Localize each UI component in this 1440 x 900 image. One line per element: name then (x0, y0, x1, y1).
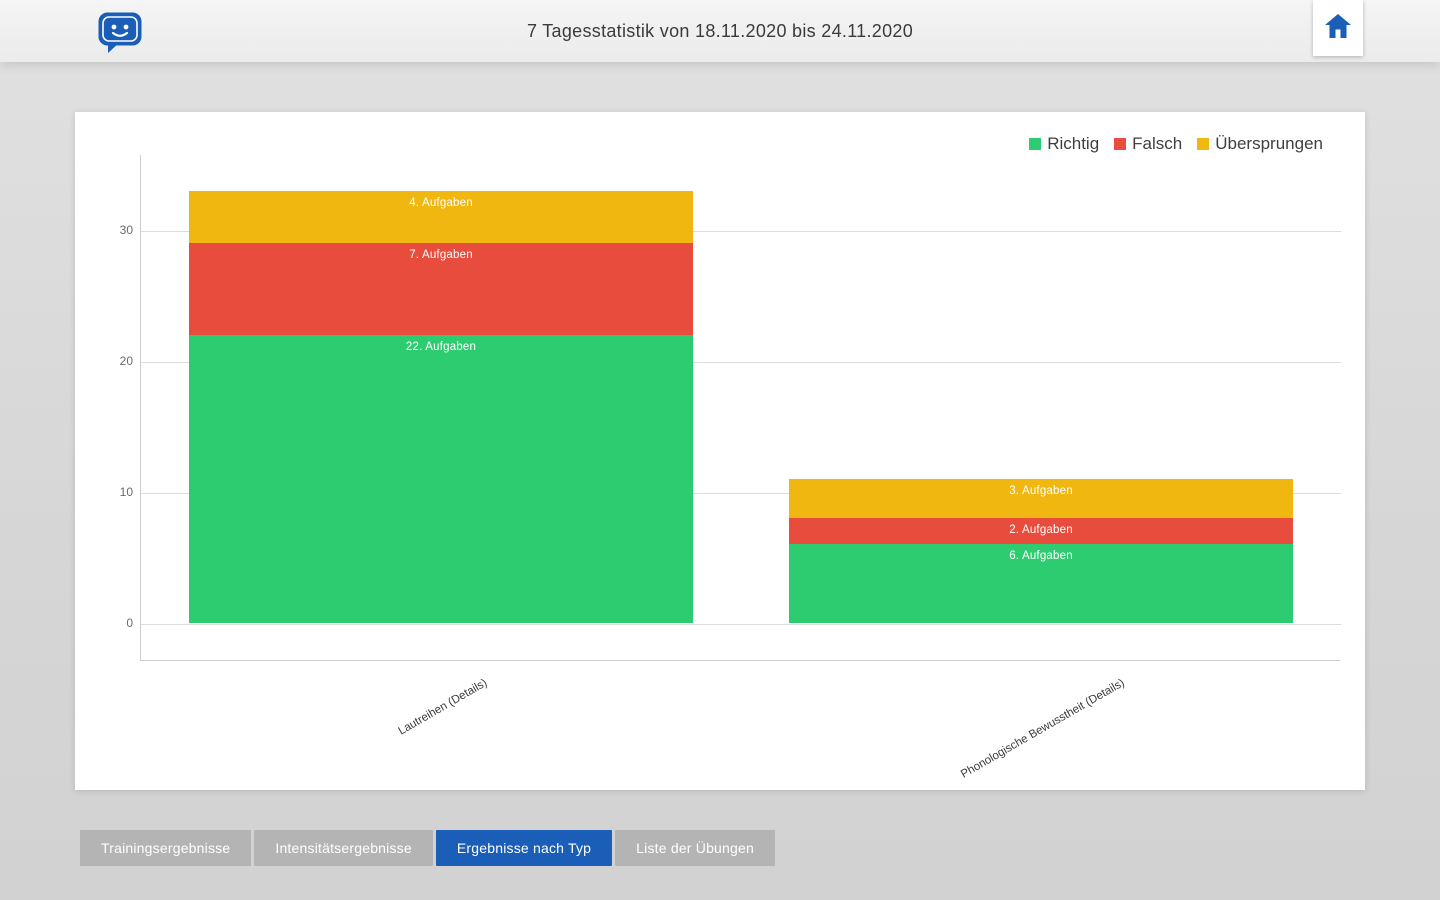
app-logo-icon[interactable] (97, 11, 144, 55)
tab-liste-der-ubungen[interactable]: Liste der Übungen (615, 830, 775, 866)
bar-segment-ubersprungen: 3. Aufgaben (789, 479, 1293, 518)
gridline (141, 361, 1341, 363)
legend-item-richtig: Richtig (1029, 134, 1099, 154)
app-header: 7 Tagesstatistik von 18.11.2020 bis 24.1… (0, 0, 1440, 62)
gridline (141, 624, 1341, 625)
bar-segment-label: 7. Aufgaben (409, 249, 473, 261)
legend-swatch-icon (1114, 138, 1127, 150)
x-axis-category-label: Phonologische Bewusstheit (Details) (959, 677, 1127, 781)
y-axis-tick-label: 30 (119, 222, 133, 237)
y-axis-tick-label: 0 (126, 616, 133, 630)
legend-label: Übersprungen (1215, 134, 1323, 153)
bar-segment-falsch: 2. Aufgaben (789, 518, 1293, 544)
bottom-tab-bar: Trainingsergebnisse Intensitätsergebnisse… (80, 830, 775, 866)
bar-chart: 0 10 20 30 22. Aufgaben 7. Aufgaben 4. Aufgabe… (120, 155, 1341, 781)
tab-intensitatsergebnisse[interactable]: Intensitätsergebnisse (254, 830, 433, 866)
home-icon (1324, 13, 1352, 44)
legend-label: Richtig (1047, 134, 1100, 153)
tab-trainingsergebnisse[interactable]: Trainingsergebnisse (80, 830, 252, 866)
legend-swatch-icon (1197, 138, 1210, 150)
bar-segment-falsch: 7. Aufgaben (189, 243, 693, 335)
home-button[interactable] (1313, 0, 1363, 56)
chart-legend: Richtig Falsch Übersprungen (1029, 134, 1323, 154)
bar-phonologische-bewusstheit-details: 6. Aufgaben 2. Aufgaben 3. Aufgaben (789, 479, 1293, 623)
x-axis-category-label: Lautreihen (Details) (396, 677, 490, 738)
bar-segment-label: 2. Aufgaben (1009, 524, 1073, 536)
bar-lautreihen-details: 22. Aufgaben 7. Aufgaben 4. Aufgaben (189, 191, 693, 623)
legend-item-falsch: Falsch (1114, 134, 1182, 154)
bar-segment-label: 6. Aufgaben (1009, 550, 1073, 562)
bar-segment-label: 4. Aufgaben (409, 197, 473, 209)
page-title: 7 Tagesstatistik von 18.11.2020 bis 24.1… (526, 20, 914, 41)
legend-label: Falsch (1132, 134, 1183, 153)
bar-segment-ubersprungen: 4. Aufgaben (189, 191, 693, 243)
y-axis-tick-label: 10 (119, 484, 133, 499)
gridline (141, 492, 1341, 494)
bar-segment-label: 3. Aufgaben (1009, 485, 1073, 497)
legend-item-ubersprungen: Übersprungen (1197, 134, 1323, 154)
legend-swatch-icon (1029, 138, 1042, 150)
bar-segment-richtig: 22. Aufgaben (189, 335, 693, 623)
bar-segment-label: 22. Aufgaben (405, 341, 477, 353)
y-axis-tick-label: 20 (119, 353, 133, 368)
chart-card: Richtig Falsch Übersprungen 0 10 20 30 22. Auf… (75, 112, 1365, 790)
gridline (141, 230, 1341, 232)
tab-ergebnisse-nach-typ[interactable]: Ergebnisse nach Typ (435, 830, 613, 866)
bar-segment-richtig: 6. Aufgaben (789, 544, 1293, 623)
